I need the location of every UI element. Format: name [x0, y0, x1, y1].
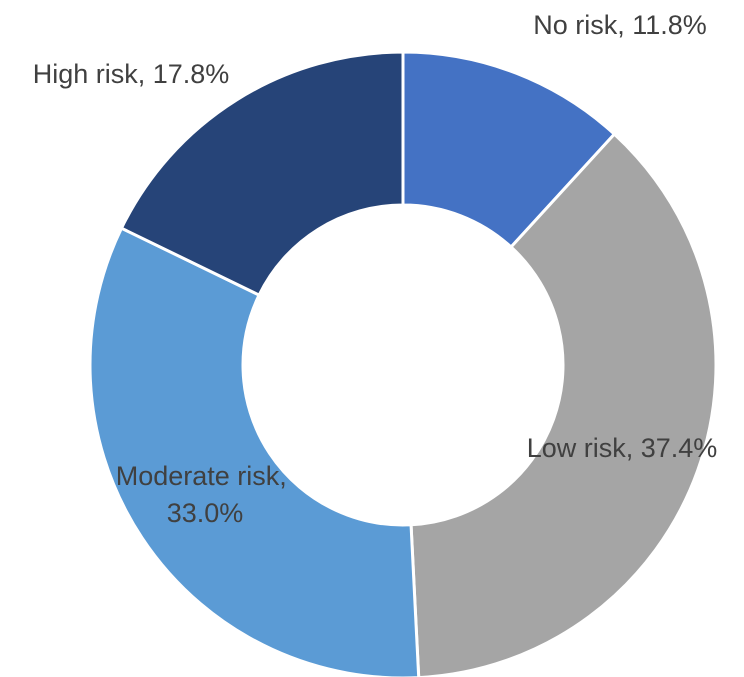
- slice-high-risk: [119, 50, 405, 298]
- slice-moderate-risk: [88, 226, 421, 677]
- label-high-risk: High risk, 17.8%: [33, 59, 230, 89]
- donut-slices: [88, 50, 718, 677]
- label-moderate-risk-line1: Moderate risk,: [116, 461, 287, 491]
- label-low-risk: Low risk, 37.4%: [527, 433, 718, 463]
- label-moderate-risk: Moderate risk, 33.0%: [116, 461, 295, 528]
- slice-low-risk: [409, 132, 718, 677]
- label-moderate-risk-line2: 33.0%: [167, 498, 244, 528]
- slice-labels: No risk, 11.8% Low risk, 37.4% Moderate …: [33, 10, 718, 528]
- label-no-risk: No risk, 11.8%: [533, 10, 707, 40]
